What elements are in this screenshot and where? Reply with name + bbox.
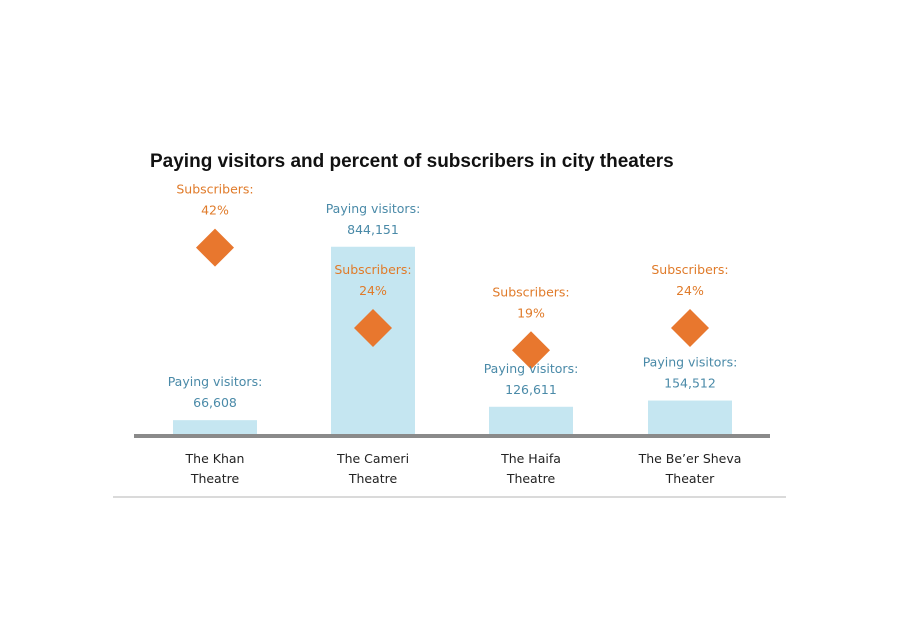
- category-label: The Haifa: [500, 451, 561, 466]
- bar-paying-visitors: [648, 400, 732, 435]
- subscribers-label-prefix: Subscribers:: [492, 284, 569, 299]
- visitors-label-prefix: Paying visitors:: [168, 374, 263, 389]
- diamond-subscribers: [512, 331, 550, 370]
- visitors-value-label: 844,151: [347, 222, 399, 237]
- visitors-label-prefix: Paying visitors:: [484, 361, 579, 376]
- category-label: The Be’er Sheva: [638, 451, 742, 466]
- visitors-value-label: 154,512: [664, 376, 716, 391]
- subscribers-value-label: 42%: [201, 203, 229, 218]
- visitors-value-label: 66,608: [193, 395, 237, 410]
- category-label: Theater: [665, 471, 715, 486]
- category-label: The Cameri: [336, 451, 409, 466]
- subscribers-value-label: 19%: [517, 305, 545, 320]
- category-label: Theatre: [190, 471, 240, 486]
- visitors-label-prefix: Paying visitors:: [643, 355, 738, 370]
- subscribers-label-prefix: Subscribers:: [651, 262, 728, 277]
- visitors-label-prefix: Paying visitors:: [326, 201, 421, 216]
- subscribers-value-label: 24%: [359, 283, 387, 298]
- chart-title: Paying visitors and percent of subscribe…: [150, 151, 674, 172]
- bar-paying-visitors: [173, 420, 257, 435]
- visitors-value-label: 126,611: [505, 382, 557, 397]
- diamond-subscribers: [196, 228, 234, 267]
- category-label: The Khan: [185, 451, 245, 466]
- diamond-subscribers: [354, 308, 392, 347]
- subscribers-value-label: 24%: [676, 283, 704, 298]
- bar-paying-visitors: [489, 406, 573, 435]
- category-label: Theatre: [348, 471, 398, 486]
- diamond-subscribers: [671, 308, 709, 347]
- subscribers-label-prefix: Subscribers:: [176, 182, 253, 197]
- subscribers-label-prefix: Subscribers:: [334, 262, 411, 277]
- category-label: Theatre: [506, 471, 556, 486]
